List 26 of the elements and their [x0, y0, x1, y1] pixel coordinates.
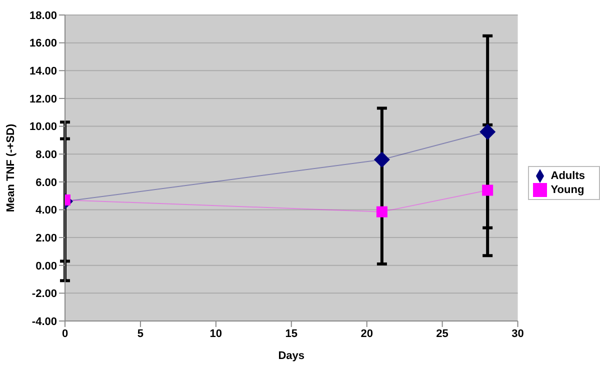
y-tick-label: 4.00 [36, 204, 57, 217]
y-tick-label: 2.00 [36, 232, 57, 244]
x-tick-label: 25 [436, 328, 448, 340]
x-axis-title: Days [278, 350, 305, 362]
legend-label: Adults [550, 170, 585, 182]
y-tick-label: 16.00 [29, 38, 57, 50]
y-axis-title: Mean TNF (-+SD) [4, 124, 17, 212]
point [482, 184, 494, 196]
y-tick-label: -2.00 [32, 288, 57, 300]
x-tick-label: 20 [360, 328, 373, 340]
point [374, 152, 390, 168]
y-tick-label: 14.00 [29, 66, 57, 78]
x-tick-label: 0 [62, 328, 68, 340]
x-tick-label: 30 [512, 328, 524, 340]
y-tick-label: 10.00 [29, 121, 57, 134]
y-tick-label: 0.00 [36, 260, 57, 272]
y-tick-label: 18.00 [29, 10, 57, 22]
x-tick-label: 15 [285, 328, 298, 340]
y-tick-label: 6.00 [36, 176, 57, 189]
y-tick-label: -4.00 [32, 316, 57, 328]
legend-label: Young [550, 184, 584, 196]
x-tick-label: 10 [210, 328, 222, 340]
y-tick-label: 8.00 [36, 148, 57, 161]
y-tick-label: 12.00 [29, 93, 57, 106]
point [376, 206, 388, 218]
x-tick-label: 5 [137, 328, 144, 340]
